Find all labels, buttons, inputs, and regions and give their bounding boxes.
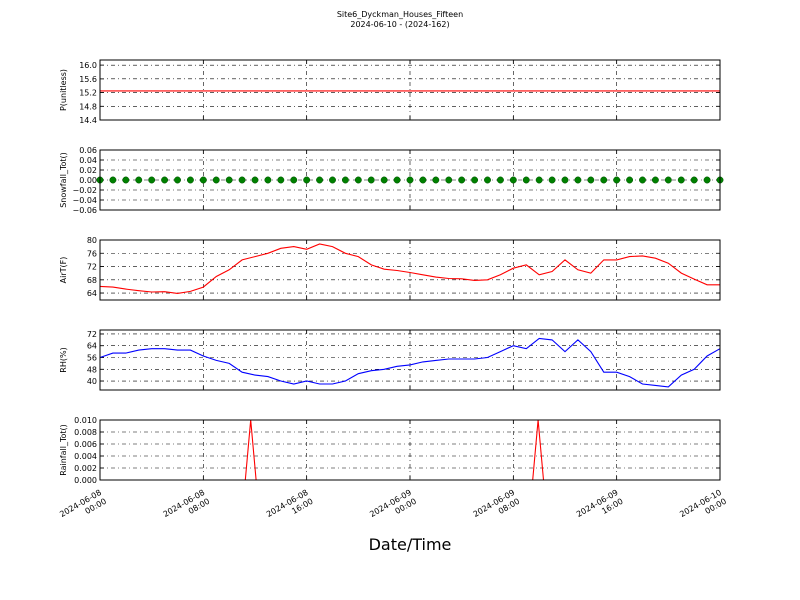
y-axis-label: Rainfall_Tot() — [59, 424, 68, 476]
data-point — [574, 176, 582, 184]
y-axis-label: RH(%) — [59, 347, 68, 372]
data-point — [148, 176, 156, 184]
data-point — [458, 176, 466, 184]
data-point — [496, 176, 504, 184]
data-point — [484, 176, 491, 184]
y-tick-label: 64 — [87, 289, 97, 298]
data-point — [561, 176, 569, 184]
y-tick-label: 68 — [87, 276, 97, 285]
axes-frame — [99, 239, 721, 301]
y-tick-label: 16.0 — [79, 61, 97, 70]
x-tick-label: 2024-06-0816:00 — [265, 488, 315, 528]
data-point — [264, 176, 272, 184]
data-point — [277, 176, 285, 184]
y-axis-label: P(unitless) — [59, 69, 68, 111]
x-tick-label: 2024-06-1000:00 — [678, 488, 728, 528]
y-tick-label: 14.4 — [79, 116, 97, 125]
x-axis-label: Date/Time — [369, 535, 452, 554]
data-point — [471, 176, 479, 184]
data-point — [341, 176, 349, 184]
data-point — [613, 176, 621, 184]
x-tick-label: 2024-06-0800:00 — [58, 488, 108, 528]
y-tick-label: 0.002 — [74, 464, 97, 473]
data-point — [445, 176, 453, 184]
y-tick-label: 0.004 — [74, 452, 97, 461]
y-tick-label: 56 — [87, 354, 97, 363]
y-tick-label: 0.00 — [79, 176, 97, 185]
x-tick-label: 2024-06-0900:00 — [368, 488, 418, 528]
data-point — [522, 176, 530, 184]
y-tick-label: −0.04 — [72, 196, 97, 205]
data-point — [199, 176, 207, 184]
y-tick-label: −0.06 — [72, 206, 97, 215]
axes-frame — [99, 59, 721, 121]
data-point — [509, 176, 517, 184]
data-line — [99, 337, 721, 388]
data-point — [225, 176, 233, 184]
x-tick-label: 2024-06-0916:00 — [575, 488, 625, 528]
y-axis-label: Snowfall_Tot() — [59, 152, 68, 208]
data-point — [303, 176, 311, 184]
data-point — [367, 176, 375, 184]
data-point — [432, 176, 440, 184]
y-tick-label: 15.6 — [79, 75, 97, 84]
data-point — [329, 176, 336, 184]
data-point — [419, 176, 427, 184]
data-point — [639, 176, 646, 184]
y-tick-label: 64 — [87, 342, 97, 351]
y-tick-label: 76 — [87, 249, 97, 258]
data-point — [548, 176, 556, 184]
y-tick-label: 72 — [87, 330, 97, 339]
y-tick-label: 0.010 — [74, 416, 97, 425]
data-point — [626, 176, 634, 184]
title: Site6_Dyckman_Houses_Fifteen — [337, 10, 463, 19]
y-tick-label: 0.02 — [79, 166, 97, 175]
data-point — [161, 176, 169, 184]
y-tick-label: 48 — [87, 365, 97, 374]
y-tick-label: 72 — [87, 263, 97, 272]
y-tick-label: 80 — [87, 236, 97, 245]
x-tick-label: 2024-06-0808:00 — [162, 488, 212, 528]
data-point — [535, 176, 543, 184]
data-point — [290, 176, 298, 184]
data-point — [212, 176, 220, 184]
y-tick-label: 0.04 — [79, 156, 97, 165]
data-point — [109, 176, 117, 184]
axes-frame — [99, 329, 721, 391]
axes-frame — [99, 149, 721, 211]
y-tick-label: 0.006 — [74, 440, 97, 449]
data-point — [600, 176, 608, 184]
y-axis-label: AirT(F) — [59, 257, 68, 284]
data-point — [587, 176, 595, 184]
data-point — [251, 176, 259, 184]
data-point — [122, 176, 130, 184]
data-point — [406, 176, 414, 184]
data-point — [380, 176, 388, 184]
data-point — [238, 176, 246, 184]
data-point — [664, 176, 672, 184]
y-tick-label: 15.2 — [79, 89, 97, 98]
y-tick-label: 14.8 — [79, 102, 97, 111]
data-point — [393, 176, 401, 184]
y-tick-label: 0.06 — [79, 146, 97, 155]
data-point — [677, 176, 685, 184]
data-point — [690, 176, 698, 184]
data-point — [186, 176, 194, 184]
data-line — [99, 243, 720, 294]
data-point — [316, 176, 324, 184]
data-point — [135, 176, 143, 184]
axes-frame — [99, 419, 721, 481]
x-tick-label: 2024-06-0908:00 — [472, 488, 522, 528]
data-point — [174, 176, 181, 184]
data-point — [651, 176, 659, 184]
data-point — [703, 176, 711, 184]
y-tick-label: −0.02 — [72, 186, 97, 195]
data-point — [354, 176, 362, 184]
y-tick-label: 0.008 — [74, 428, 97, 437]
subtitle: 2024-06-10 - (2024-162) — [350, 20, 449, 29]
y-tick-label: 0.000 — [74, 476, 97, 485]
y-tick-label: 40 — [87, 377, 97, 386]
